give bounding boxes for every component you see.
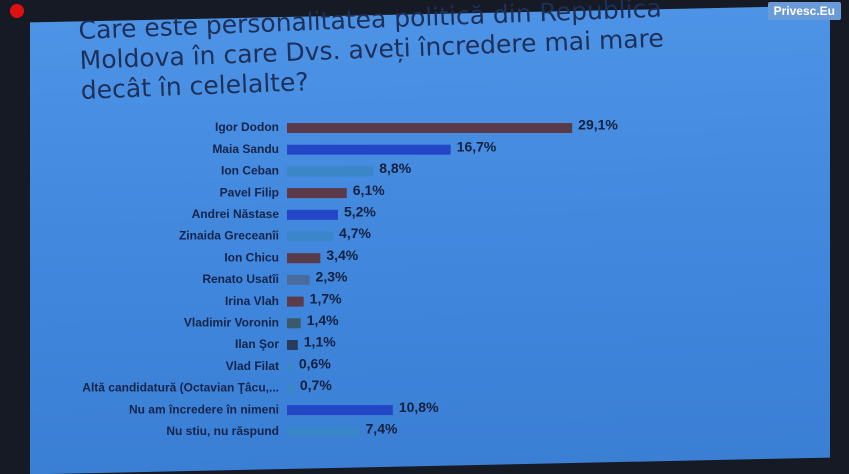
value-label: 0,6%	[299, 355, 331, 371]
value-label: 1,1%	[304, 334, 336, 350]
category-label: Andrei Năstase	[192, 207, 280, 221]
bar	[287, 209, 338, 220]
bar	[287, 231, 334, 242]
category-label: Irina Vlah	[225, 294, 279, 308]
bar	[287, 383, 294, 394]
category-label: Maia Sandu	[212, 142, 279, 156]
value-label: 10,8%	[399, 399, 439, 415]
value-label: 4,7%	[339, 225, 371, 241]
bar	[287, 340, 298, 350]
bar	[287, 405, 393, 416]
category-label: Ilan Şor	[235, 337, 279, 351]
watermark: Privesc.Eu	[767, 2, 841, 20]
value-label: 2,3%	[316, 269, 348, 285]
bar	[287, 166, 374, 177]
bar	[287, 361, 293, 372]
category-label: Pavel Filip	[220, 185, 279, 199]
bar	[287, 188, 347, 199]
value-label: 3,4%	[326, 247, 358, 263]
bar	[287, 296, 304, 307]
value-label: 16,7%	[457, 138, 497, 154]
bar	[287, 274, 310, 285]
category-label: Zinaida Greceanîi	[179, 229, 279, 243]
category-label: Vladimir Voronin	[184, 315, 279, 329]
value-label: 0,7%	[300, 377, 332, 393]
category-label: Renato Usatîi	[202, 272, 279, 286]
value-label: 1,4%	[307, 312, 339, 328]
bar	[287, 253, 321, 264]
bar	[287, 123, 573, 133]
value-label: 7,4%	[366, 421, 398, 437]
bar	[287, 144, 451, 155]
category-label: Altă candidatură (Octavian Ţâcu,...	[82, 381, 279, 395]
category-label: Nu am încredere în nimeni	[129, 402, 279, 416]
category-label: Igor Dodon	[215, 120, 279, 134]
value-label: 29,1%	[578, 117, 618, 133]
category-label: Ion Chicu	[224, 250, 279, 264]
category-label: Ion Ceban	[221, 164, 279, 178]
value-label: 1,7%	[310, 290, 342, 306]
bar	[287, 318, 301, 329]
value-label: 8,8%	[379, 160, 411, 176]
record-indicator	[10, 4, 24, 18]
bar	[287, 426, 360, 437]
category-label: Vlad Filat	[226, 359, 279, 373]
value-label: 5,2%	[344, 204, 376, 220]
category-label: Nu stiu, nu răspund	[166, 424, 279, 438]
value-label: 6,1%	[353, 182, 385, 198]
